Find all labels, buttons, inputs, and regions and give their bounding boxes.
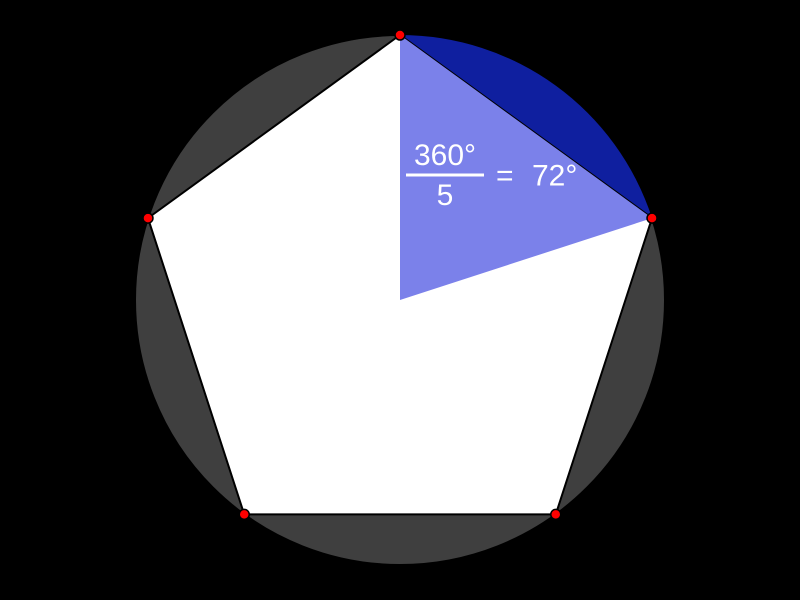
pentagon-vertex xyxy=(395,30,405,40)
pentagon-vertex xyxy=(239,509,249,519)
formula-denominator: 5 xyxy=(437,179,454,212)
pentagon-vertex xyxy=(143,213,153,223)
formula-equals: = xyxy=(496,160,514,193)
formula-numerator: 360° xyxy=(414,139,476,172)
formula-result: 72° xyxy=(532,160,577,193)
pentagon-inscribed-diagram: 360° 5 = 72° xyxy=(0,0,800,600)
pentagon-vertex xyxy=(647,213,657,223)
pentagon-vertex xyxy=(551,509,561,519)
